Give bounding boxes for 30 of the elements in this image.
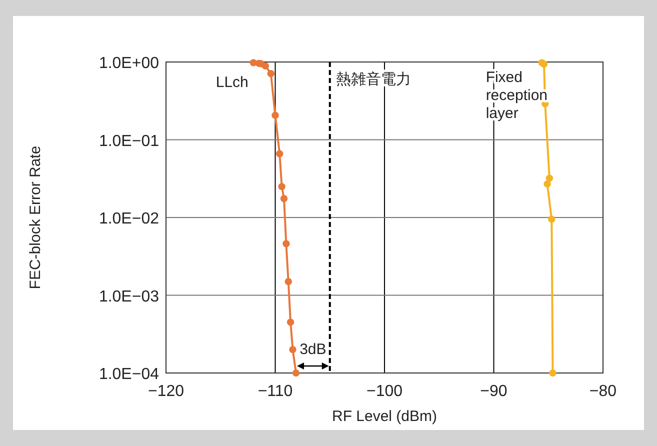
y-tick-label: 1.0E+00 xyxy=(98,55,160,72)
point xyxy=(282,240,290,248)
point xyxy=(278,182,286,190)
x-axis-title: RF Level (dBm) xyxy=(332,408,438,425)
x-tick-label: −110 xyxy=(258,383,293,400)
point xyxy=(272,112,279,119)
point xyxy=(544,180,551,188)
point xyxy=(546,174,554,182)
point xyxy=(289,346,296,354)
x-tick-label: −120 xyxy=(148,383,184,400)
point xyxy=(284,278,292,286)
point xyxy=(292,369,300,377)
point xyxy=(540,60,548,68)
y-tick-label: 1.0E−02 xyxy=(98,210,160,228)
x-tick-label: −100 xyxy=(366,383,403,400)
point xyxy=(548,216,556,223)
point xyxy=(267,70,274,78)
x-tick-label: −80 xyxy=(589,383,617,400)
point xyxy=(286,318,294,326)
y-tick-label: 1.0E−03 xyxy=(98,288,160,306)
y-axis-title: FEC-block Error Rate xyxy=(27,146,44,290)
series-label: LLch xyxy=(216,74,248,91)
x-tick-label: −90 xyxy=(480,383,508,400)
point xyxy=(549,369,556,377)
annotation: 3dB xyxy=(300,341,326,358)
point xyxy=(262,62,270,70)
point xyxy=(276,150,284,158)
point xyxy=(280,195,288,202)
y-tick-label: 1.0E−01 xyxy=(98,132,160,150)
y-tick-label: 1.0E−04 xyxy=(98,366,160,383)
